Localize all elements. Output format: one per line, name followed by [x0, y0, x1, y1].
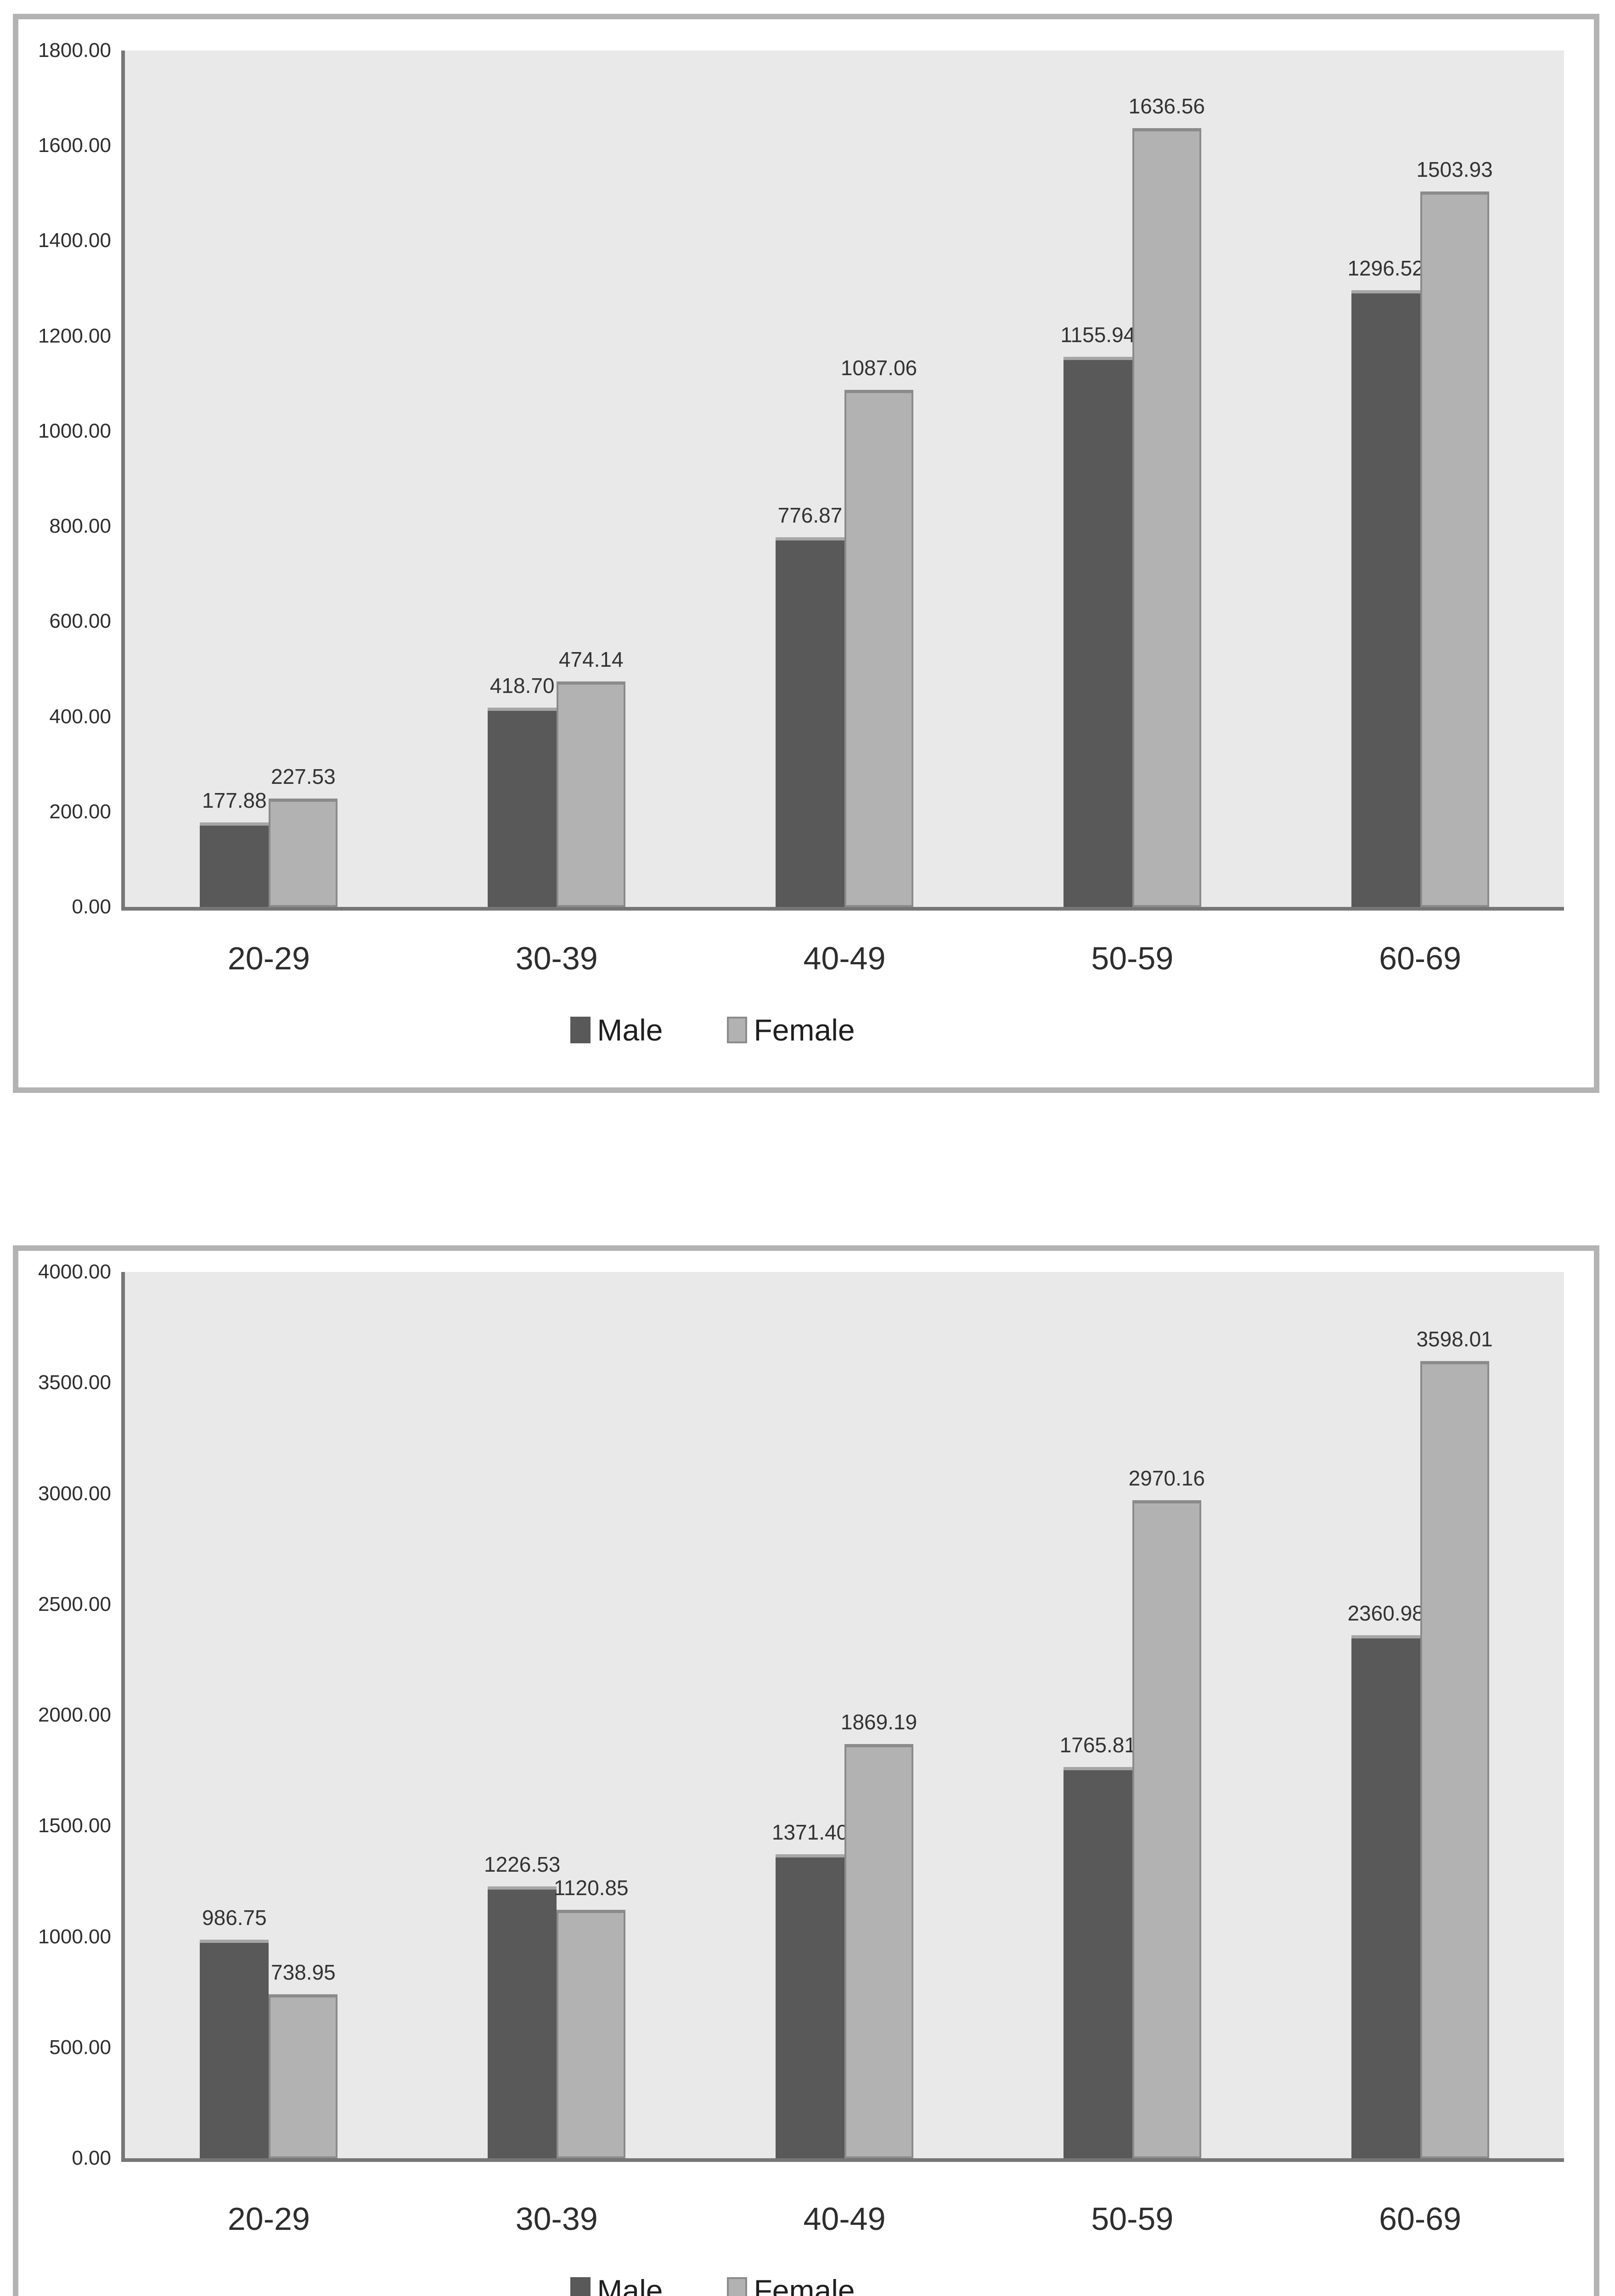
bar-value-label: 2970.16 — [1128, 1466, 1205, 1490]
legend-label-female: Female — [754, 2273, 855, 2296]
bar-value-label: 1503.93 — [1416, 157, 1493, 181]
y-tick-label: 1200.00 — [38, 324, 111, 347]
legend: Male Female — [125, 2273, 1300, 2296]
y-tick-label: 800.00 — [49, 515, 111, 538]
y-tick-label: 4000.00 — [38, 1261, 111, 1283]
x-category-label: 40-49 — [803, 940, 886, 976]
y-tick-label: 400.00 — [49, 705, 111, 728]
x-category-label: 20-29 — [227, 2201, 310, 2237]
bar-value-label: 1155.94 — [1060, 323, 1136, 347]
bar-value-label: 1371.40 — [771, 1820, 849, 1845]
x-category-label: 60-69 — [1379, 2201, 1462, 2237]
bar-value-label: 776.87 — [777, 503, 843, 528]
bar-value-label: 986.75 — [202, 1905, 267, 1930]
legend-item-male: Male — [570, 2273, 663, 2296]
y-tick-label: 1000.00 — [38, 419, 111, 442]
legend-swatch-male — [570, 2277, 591, 2296]
bar-male-60-69 — [1351, 290, 1420, 907]
bar-male-50-59 — [1063, 357, 1132, 907]
y-tick-label: 2000.00 — [38, 1704, 111, 1726]
bar-male-40-49 — [776, 537, 844, 907]
bar-male-50-59 — [1063, 1767, 1132, 2158]
bar-value-label: 474.14 — [558, 647, 624, 671]
y-tick-label: 0.00 — [72, 895, 111, 918]
bar-male-30-39 — [488, 708, 557, 907]
bar-female-60-69 — [1420, 1361, 1489, 2158]
bar-value-label: 1120.85 — [553, 1876, 629, 1900]
legend-item-female: Female — [727, 2273, 855, 2296]
legend: Male Female — [125, 1013, 1300, 1047]
y-tick-label: 200.00 — [49, 800, 111, 823]
bar-female-60-69 — [1420, 191, 1489, 907]
bar-male-30-39 — [488, 1886, 557, 2158]
x-category-label: 50-59 — [1091, 940, 1174, 976]
bar-female-30-39 — [557, 1910, 626, 2158]
bar-male-40-49 — [776, 1854, 844, 2158]
x-category-label: 40-49 — [803, 2201, 886, 2237]
y-tick-label: 500.00 — [49, 2036, 111, 2059]
bar-female-40-49 — [844, 389, 913, 907]
bar-male-20-29 — [200, 1939, 269, 2158]
bar-value-label: 2360.98 — [1347, 1601, 1424, 1625]
y-tick-label: 600.00 — [49, 610, 111, 633]
bar-female-50-59 — [1132, 1500, 1201, 2158]
bar-male-60-69 — [1351, 1635, 1420, 2158]
y-tick-label: 1000.00 — [38, 1925, 111, 1948]
bar-value-label: 1869.19 — [840, 1710, 917, 1734]
bar-female-40-49 — [844, 1744, 913, 2158]
y-tick-label: 0.00 — [72, 2147, 111, 2169]
bar-value-label: 418.70 — [490, 674, 555, 698]
bar-value-label: 1636.56 — [1128, 94, 1205, 118]
x-category-label: 30-39 — [515, 940, 598, 976]
y-tick-label: 1400.00 — [38, 229, 111, 252]
y-tick-label: 1500.00 — [38, 1814, 111, 1837]
bar-female-20-29 — [269, 799, 338, 907]
bar-value-label: 1226.53 — [484, 1852, 561, 1877]
legend-swatch-female — [727, 2277, 748, 2296]
y-tick-label: 3500.00 — [38, 1371, 111, 1394]
bar-value-label: 3598.01 — [1416, 1327, 1493, 1351]
x-category-label: 50-59 — [1091, 2201, 1174, 2237]
bar-value-label: 1765.81 — [1059, 1733, 1136, 1757]
y-tick-label: 1600.00 — [38, 134, 111, 157]
bar-female-20-29 — [269, 1994, 338, 2158]
bar-female-50-59 — [1132, 128, 1201, 907]
y-tick-label: 3000.00 — [38, 1482, 111, 1505]
bar-value-label: 227.53 — [271, 765, 336, 789]
legend-item-female: Female — [727, 1013, 855, 1047]
legend-item-male: Male — [570, 1013, 663, 1047]
bar-value-label: 1087.06 — [840, 355, 917, 380]
bar-value-label: 177.88 — [202, 788, 267, 812]
x-category-label: 60-69 — [1379, 940, 1462, 976]
legend-label-female: Female — [754, 1013, 855, 1047]
legend-swatch-male — [570, 1017, 591, 1043]
legend-label-male: Male — [597, 1013, 663, 1047]
x-category-label: 20-29 — [227, 940, 310, 976]
bar-female-30-39 — [557, 681, 626, 907]
legend-label-male: Male — [597, 2273, 663, 2296]
y-tick-label: 1800.00 — [38, 39, 111, 62]
legend-swatch-female — [727, 1017, 748, 1043]
bar-male-20-29 — [200, 822, 269, 907]
bar-value-label: 1296.52 — [1347, 256, 1424, 280]
x-category-label: 30-39 — [515, 2201, 598, 2237]
y-tick-label: 2500.00 — [38, 1593, 111, 1615]
bar-value-label: 738.95 — [271, 1960, 336, 1985]
